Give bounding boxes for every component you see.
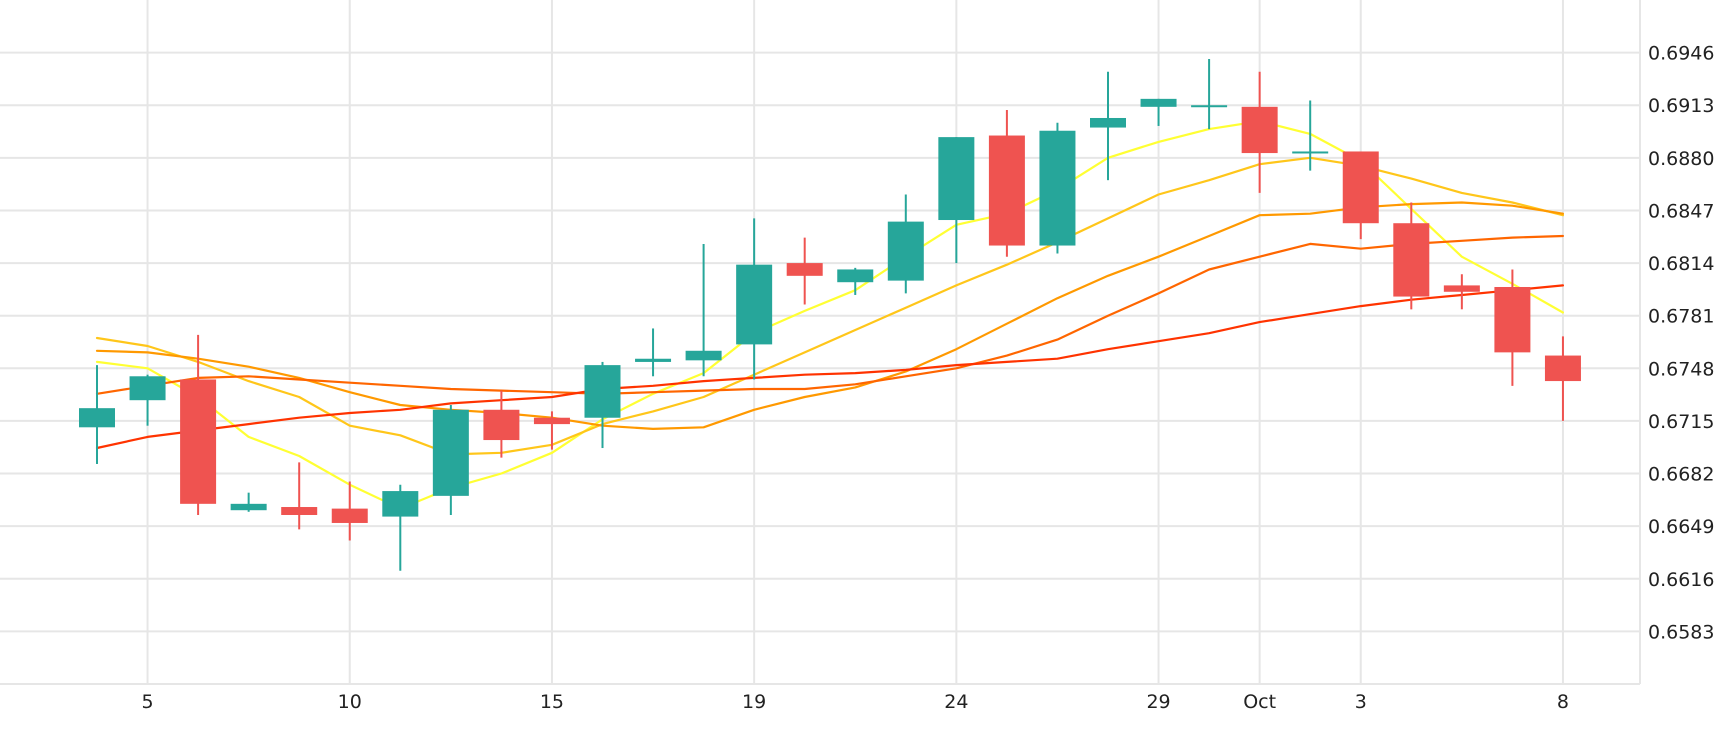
ma-line-4	[95, 234, 1565, 395]
x-tick-label: 8	[1557, 691, 1569, 713]
moving-average-lines	[95, 120, 1565, 510]
candle-body-down	[988, 135, 1025, 246]
y-tick-label: 0.6682	[1648, 464, 1714, 486]
candle	[533, 411, 570, 450]
y-tick-label: 0.6616	[1648, 569, 1714, 591]
candle	[1241, 71, 1278, 193]
candle-body-up	[129, 376, 166, 401]
candle-body-down	[1544, 355, 1581, 382]
candle	[1140, 98, 1177, 126]
candle-body-down	[1393, 223, 1430, 297]
x-tick-label: 5	[142, 691, 154, 713]
candle-body-up	[1292, 151, 1329, 154]
candle	[685, 243, 722, 377]
y-tick-label: 0.6781	[1648, 306, 1714, 328]
candle-body-up	[837, 269, 874, 283]
ma-line-5	[95, 284, 1565, 450]
x-tick-label: 3	[1355, 691, 1367, 713]
x-axis: 5 10 15 19 24 29 Oct 3 8	[0, 683, 1640, 713]
candle-body-up	[1090, 117, 1126, 128]
y-tick-label: 0.6946	[1648, 43, 1714, 65]
candle	[331, 481, 368, 541]
candle-body-down	[281, 507, 318, 515]
candle-body-up	[1191, 105, 1228, 108]
candle-body-down	[483, 409, 520, 441]
candle	[938, 137, 975, 264]
candle	[1393, 202, 1430, 310]
x-tick-label: 29	[1146, 691, 1170, 713]
x-tick-label: 19	[742, 691, 766, 713]
candle	[1443, 274, 1480, 310]
candle-body-down	[1342, 151, 1379, 224]
candle-body-up	[1039, 130, 1076, 246]
candle-body-up	[584, 365, 621, 418]
candle	[79, 365, 115, 464]
candle	[1191, 58, 1228, 130]
candle	[1090, 71, 1126, 181]
candle	[635, 328, 672, 377]
candle	[483, 390, 520, 458]
candle	[180, 334, 217, 515]
candle-body-up	[432, 409, 469, 496]
candle	[837, 267, 874, 295]
candle-body-up	[887, 221, 924, 281]
x-tick-label: 10	[338, 691, 362, 713]
y-tick-label: 0.6913	[1648, 95, 1714, 117]
candle-body-down	[1241, 106, 1278, 154]
grid	[0, 0, 1640, 684]
candle-body-up	[938, 137, 975, 221]
candle	[1342, 151, 1379, 240]
candle-body-down	[533, 417, 570, 425]
y-tick-label: 0.6649	[1648, 516, 1714, 538]
candle	[129, 374, 166, 426]
x-tick-label: 15	[540, 691, 564, 713]
ma-line-3	[95, 201, 1565, 430]
candle-body-down	[1494, 286, 1531, 353]
y-axis: 0.6946 0.6913 0.6880 0.6847 0.6814 0.6781 0.67…	[1639, 0, 1714, 684]
y-tick-label: 0.6715	[1648, 411, 1714, 433]
candle	[432, 404, 469, 515]
x-tick-label: 24	[944, 691, 968, 713]
ma-line-2	[95, 156, 1565, 456]
candle-body-down	[786, 263, 823, 276]
candle-body-up	[382, 491, 419, 517]
candle	[736, 218, 773, 380]
candle	[1292, 100, 1329, 171]
candle-body-up	[736, 264, 773, 345]
candle	[584, 361, 621, 449]
candle-body-down	[1443, 285, 1480, 292]
candle-body-up	[685, 350, 722, 361]
candles	[79, 58, 1581, 571]
y-tick-label: 0.6847	[1648, 200, 1714, 222]
y-tick-label: 0.6880	[1648, 148, 1714, 170]
candle	[230, 492, 267, 512]
candle	[786, 237, 823, 305]
candle	[988, 110, 1025, 257]
candle	[382, 484, 419, 571]
candle-body-up	[230, 503, 267, 511]
y-tick-label: 0.6814	[1648, 253, 1714, 275]
candle-body-up	[79, 408, 115, 428]
candle-body-up	[635, 358, 672, 362]
candle	[887, 194, 924, 294]
candle	[1494, 269, 1531, 386]
candle-body-down	[331, 508, 368, 523]
ma-line-1	[95, 120, 1565, 510]
y-tick-label: 0.6748	[1648, 358, 1714, 380]
candle	[1544, 336, 1581, 421]
x-tick-label: Oct	[1243, 691, 1276, 713]
candle	[1039, 122, 1076, 254]
candle-body-down	[180, 379, 217, 504]
y-tick-label: 0.6583	[1648, 621, 1714, 643]
candle-body-up	[1140, 98, 1177, 107]
candle	[281, 462, 318, 530]
